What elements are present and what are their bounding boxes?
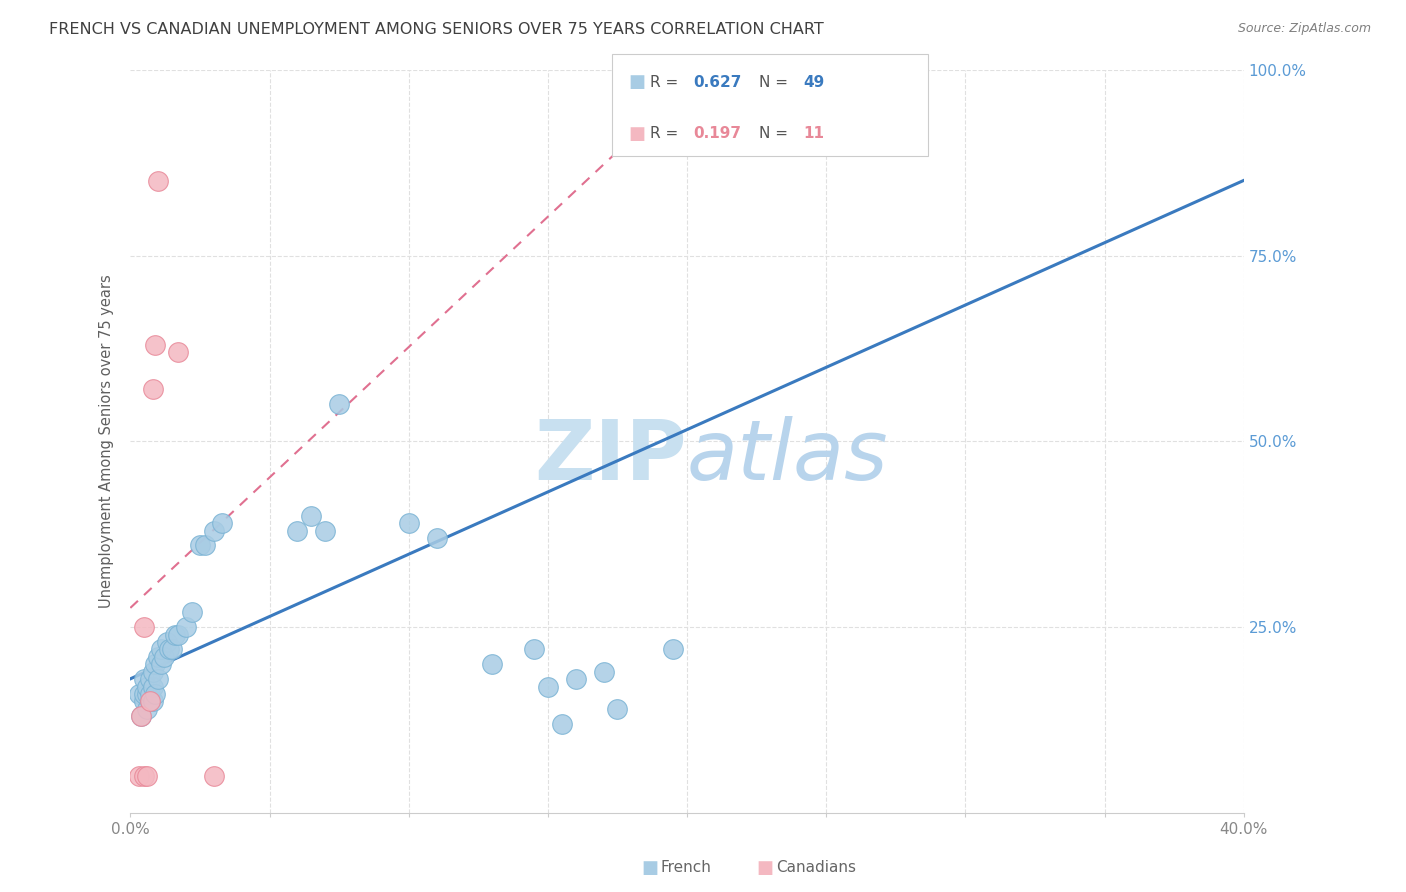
Point [149,657,172,672]
Point [537,680,560,694]
Text: French: French [661,861,711,875]
Text: N =: N = [759,75,793,90]
Text: N =: N = [759,126,793,141]
Point [564,672,586,686]
Text: 0.197: 0.197 [693,126,741,141]
Text: Source: ZipAtlas.com: Source: ZipAtlas.com [1237,22,1371,36]
Point [481,657,503,672]
Point [202,524,225,538]
Point [149,642,172,657]
Point [134,672,156,686]
Point [299,508,322,523]
Point [146,672,169,686]
Text: ■: ■ [628,73,645,91]
Point [180,605,202,619]
Point [139,694,162,708]
Point [145,338,167,352]
Point [139,672,162,686]
Point [787,70,810,85]
Point [128,687,150,701]
Point [202,769,225,783]
Point [314,524,336,538]
Point [136,687,159,701]
Point [398,516,420,530]
Point [211,516,233,530]
Point [157,642,180,657]
Point [136,769,159,783]
Text: atlas: atlas [688,416,889,497]
Point [131,709,153,723]
Point [662,642,685,657]
Point [145,687,167,701]
Point [146,649,169,664]
Point [134,769,156,783]
Point [155,635,177,649]
Text: ■: ■ [641,859,658,877]
Point [166,627,188,641]
Point [134,687,156,701]
Point [142,665,165,679]
Point [146,174,169,188]
Point [145,657,167,672]
Text: 0.627: 0.627 [693,75,741,90]
Point [142,694,165,708]
Y-axis label: Unemployment Among Seniors over 75 years: Unemployment Among Seniors over 75 years [100,275,114,608]
Point [128,769,150,783]
Point [152,649,174,664]
Point [194,538,217,552]
Point [703,70,725,85]
Text: R =: R = [650,126,683,141]
Point [592,665,614,679]
Point [134,694,156,708]
Text: ■: ■ [756,859,773,877]
Point [139,694,162,708]
Point [136,702,159,716]
Text: FRENCH VS CANADIAN UNEMPLOYMENT AMONG SENIORS OVER 75 YEARS CORRELATION CHART: FRENCH VS CANADIAN UNEMPLOYMENT AMONG SE… [49,22,824,37]
Point [131,709,153,723]
Point [142,383,165,397]
Point [551,716,574,731]
Point [166,345,188,359]
Point [188,538,211,552]
Text: ZIP: ZIP [534,416,688,497]
Point [285,524,308,538]
Text: 49: 49 [803,75,824,90]
Point [139,687,162,701]
Text: 11: 11 [803,126,824,141]
Point [523,642,546,657]
Text: Canadians: Canadians [776,861,856,875]
Point [160,642,183,657]
Point [174,620,197,634]
Point [134,620,156,634]
Point [136,680,159,694]
Point [142,680,165,694]
Point [425,531,447,545]
Text: ■: ■ [628,125,645,143]
Text: R =: R = [650,75,683,90]
Point [163,627,186,641]
Point [606,702,628,716]
Point [898,70,921,85]
Point [328,397,350,411]
